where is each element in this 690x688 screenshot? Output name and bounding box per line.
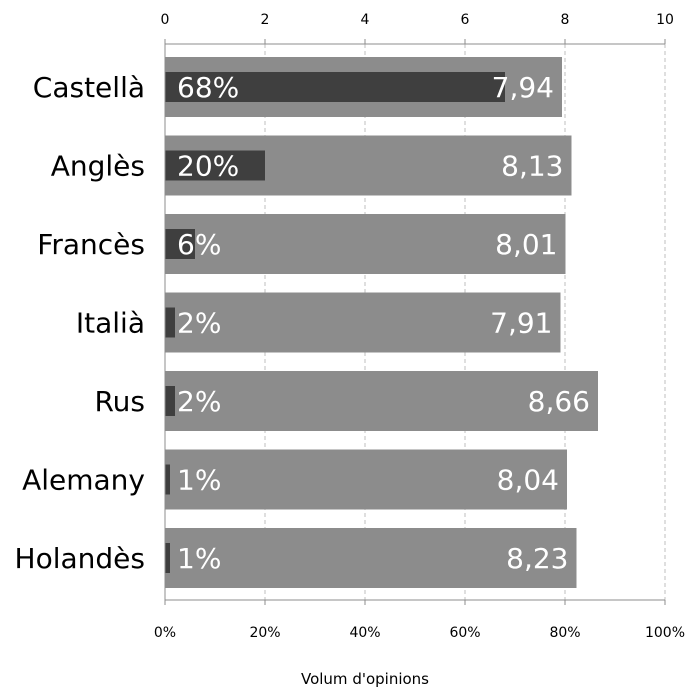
volume-bar <box>165 72 505 102</box>
axes <box>164 39 666 605</box>
volume-bar <box>165 464 170 495</box>
volume-data-label: 20% <box>177 150 239 183</box>
volume-bar <box>165 229 195 259</box>
score-data-label: 7,94 <box>492 71 554 104</box>
volume-bar <box>165 386 175 416</box>
score-bar <box>165 528 577 588</box>
category-label: Rus <box>94 385 145 418</box>
category-label: Anglès <box>51 150 145 183</box>
bars <box>165 57 598 588</box>
category-label: Italià <box>76 307 145 340</box>
top-tick-label: 10 <box>656 12 674 28</box>
score-data-label: 8,66 <box>528 385 590 418</box>
bottom-tick-label: 60% <box>449 625 480 641</box>
volume-data-label: 1% <box>177 464 221 497</box>
top-tick-label: 6 <box>461 12 470 28</box>
score-bar <box>165 371 598 431</box>
x-axis-title: Volum d'opinions <box>301 670 429 688</box>
top-tick-label: 0 <box>161 12 170 28</box>
volume-data-label: 68% <box>177 71 239 104</box>
category-label: Holandès <box>15 542 145 575</box>
score-data-label: 8,04 <box>497 464 559 497</box>
category-label: Alemany <box>22 464 145 497</box>
volume-data-label: 2% <box>177 307 221 340</box>
bottom-tick-label: 80% <box>549 625 580 641</box>
score-data-label: 8,13 <box>501 150 563 183</box>
score-data-label: 7,91 <box>490 307 552 340</box>
score-bar <box>165 292 561 353</box>
volume-data-label: 6% <box>177 228 221 261</box>
top-tick-label: 2 <box>261 12 270 28</box>
bottom-tick-label: 100% <box>645 625 685 641</box>
bottom-tick-label: 0% <box>154 625 176 641</box>
volume-bar <box>165 307 175 338</box>
category-label: Castellà <box>33 71 145 104</box>
volume-bar <box>165 150 265 181</box>
bottom-tick-label: 20% <box>249 625 280 641</box>
score-bar <box>165 449 567 510</box>
labels: 0 2 4 6 8 100% 20% 40% 60% 80% 100%Castellà 68% 7,94… <box>15 12 685 641</box>
top-tick-label: 8 <box>561 12 570 28</box>
score-data-label: 8,01 <box>495 228 557 261</box>
volume-data-label: 1% <box>177 542 221 575</box>
score-bar <box>165 214 566 274</box>
volume-data-label: 2% <box>177 385 221 418</box>
score-data-label: 8,23 <box>506 542 568 575</box>
bottom-tick-label: 40% <box>349 625 380 641</box>
top-tick-label: 4 <box>361 12 370 28</box>
volume-bar <box>165 543 170 573</box>
category-label: Francès <box>37 228 145 261</box>
